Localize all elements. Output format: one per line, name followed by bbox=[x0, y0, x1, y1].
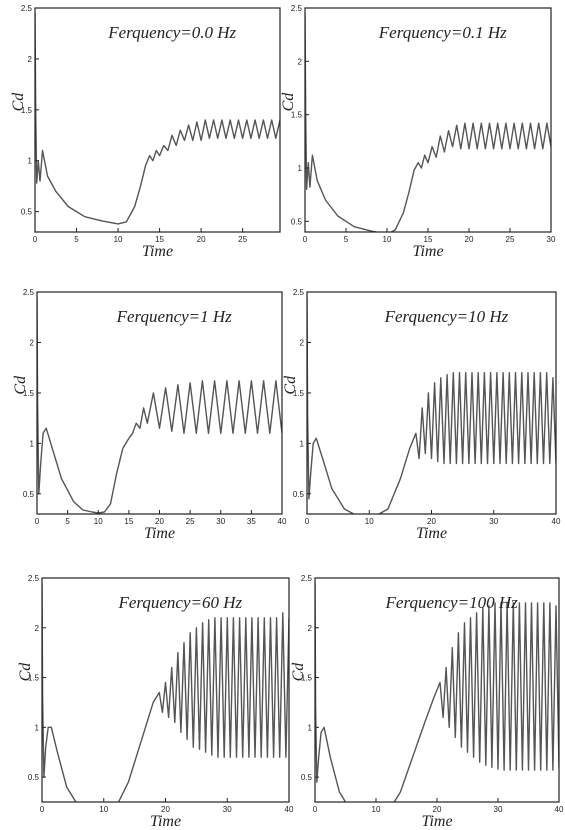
y-tick-label: 1.5 bbox=[291, 111, 303, 120]
panel-2: 0.5 1 1.5 2 2.5 0 5 10 15 20 25 30 Ferquency=0.1 Hz T… bbox=[280, 4, 556, 260]
x-tick-label: 40 bbox=[285, 805, 294, 814]
y-tick-label: 2 bbox=[308, 624, 313, 633]
x-axis-label: Time bbox=[142, 243, 173, 260]
y-tick-label: 2.5 bbox=[23, 288, 35, 297]
x-axis-label: Time bbox=[421, 813, 452, 830]
x-tick-label: 20 bbox=[197, 235, 206, 244]
y-tick-label: 2.5 bbox=[301, 574, 313, 583]
x-tick-label: 20 bbox=[161, 805, 170, 814]
y-axis-label: Cd bbox=[282, 375, 299, 395]
y-tick-label: 2 bbox=[28, 55, 33, 64]
x-tick-label: 5 bbox=[74, 235, 79, 244]
x-tick-label: 5 bbox=[65, 517, 70, 526]
x-tick-label: 30 bbox=[547, 235, 556, 244]
y-tick-label: 1 bbox=[298, 164, 303, 173]
series-line bbox=[37, 296, 282, 514]
x-tick-label: 10 bbox=[383, 235, 392, 244]
x-tick-label: 30 bbox=[489, 517, 498, 526]
panel-title: Ferquency=0.0 Hz bbox=[107, 23, 236, 42]
x-tick-label: 20 bbox=[433, 805, 442, 814]
y-axis-label: Cd bbox=[10, 92, 27, 112]
y-tick-label: 1.5 bbox=[28, 674, 40, 683]
panel-4: 0.5 1 1.5 2 2.5 0 10 20 30 40 Ferquency=10 Hz Time C… bbox=[282, 288, 561, 542]
series-line bbox=[305, 13, 551, 232]
y-axis-label: Cd bbox=[290, 662, 307, 682]
x-tick-label: 0 bbox=[33, 235, 38, 244]
x-tick-label: 10 bbox=[99, 805, 108, 814]
x-tick-label: 30 bbox=[223, 805, 232, 814]
x-tick-label: 15 bbox=[155, 235, 164, 244]
y-tick-label: 2 bbox=[30, 338, 35, 347]
x-tick-label: 0 bbox=[40, 805, 45, 814]
y-tick-label: 2 bbox=[300, 338, 305, 347]
x-tick-label: 20 bbox=[427, 517, 436, 526]
y-tick-label: 1.5 bbox=[21, 106, 33, 115]
y-tick-label: 2 bbox=[298, 57, 303, 66]
y-tick-label: 1 bbox=[300, 439, 305, 448]
x-tick-label: 25 bbox=[238, 235, 247, 244]
series-line bbox=[35, 13, 280, 225]
x-tick-label: 10 bbox=[114, 235, 123, 244]
y-tick-label: 1 bbox=[28, 157, 33, 166]
panel-title: Ferquency=10 Hz bbox=[384, 307, 509, 326]
y-axis-label: Cd bbox=[280, 92, 297, 112]
x-tick-label: 30 bbox=[494, 805, 503, 814]
y-tick-label: 0.5 bbox=[293, 490, 305, 499]
panel-title: Ferquency=100 Hz bbox=[385, 593, 519, 612]
x-axis-label: Time bbox=[416, 525, 447, 542]
x-tick-label: 25 bbox=[506, 235, 515, 244]
y-tick-label: 2.5 bbox=[291, 4, 303, 13]
panel-3: 0.5 1 1.5 2 2.5 0 5 10 15 20 25 30 35 40 Ferquency=1 H… bbox=[12, 288, 287, 542]
x-tick-label: 20 bbox=[155, 517, 164, 526]
x-tick-label: 40 bbox=[552, 517, 561, 526]
panel-title: Ferquency=0.1 Hz bbox=[378, 23, 507, 42]
y-tick-label: 2.5 bbox=[21, 4, 33, 13]
y-tick-label: 0.5 bbox=[291, 217, 303, 226]
y-tick-label: 1 bbox=[308, 723, 313, 732]
x-axis-label: Time bbox=[150, 813, 181, 830]
y-tick-label: 0.5 bbox=[301, 773, 313, 782]
y-tick-label: 2.5 bbox=[293, 288, 305, 297]
y-tick-label: 1 bbox=[30, 439, 35, 448]
series-line bbox=[307, 296, 556, 514]
x-tick-label: 10 bbox=[365, 517, 374, 526]
y-tick-label: 1.5 bbox=[301, 674, 313, 683]
x-axis-label: Time bbox=[144, 525, 175, 542]
x-tick-label: 35 bbox=[247, 517, 256, 526]
series-line bbox=[42, 582, 289, 802]
x-tick-label: 40 bbox=[278, 517, 287, 526]
x-tick-label: 10 bbox=[94, 517, 103, 526]
x-tick-label: 10 bbox=[372, 805, 381, 814]
y-tick-label: 0.5 bbox=[23, 490, 35, 499]
x-tick-label: 25 bbox=[186, 517, 195, 526]
x-tick-label: 15 bbox=[424, 235, 433, 244]
y-tick-label: 2 bbox=[35, 624, 40, 633]
x-tick-label: 20 bbox=[465, 235, 474, 244]
x-tick-label: 0 bbox=[35, 517, 40, 526]
x-tick-label: 5 bbox=[344, 235, 349, 244]
panel-6: 0.5 1 1.5 2 2.5 0 10 20 30 40 Ferquency=100 Hz Time… bbox=[290, 574, 564, 830]
x-tick-label: 40 bbox=[555, 805, 564, 814]
y-axis-label: Cd bbox=[12, 375, 29, 395]
y-tick-label: 1 bbox=[35, 723, 40, 732]
plot-frame bbox=[34, 7, 281, 233]
x-axis-label: Time bbox=[412, 243, 443, 260]
series-line bbox=[315, 582, 559, 802]
panel-5: 0.5 1 1.5 2 2.5 0 10 20 30 40 Ferquency=60 Hz Time C… bbox=[17, 574, 294, 830]
y-axis-label: Cd bbox=[17, 662, 34, 682]
panel-title: Ferquency=1 Hz bbox=[116, 307, 233, 326]
y-tick-label: 0.5 bbox=[21, 208, 33, 217]
y-tick-label: 1.5 bbox=[293, 389, 305, 398]
x-tick-label: 0 bbox=[313, 805, 318, 814]
y-tick-label: 0.5 bbox=[28, 773, 40, 782]
y-tick-label: 1.5 bbox=[23, 389, 35, 398]
x-tick-label: 30 bbox=[216, 517, 225, 526]
x-tick-label: 0 bbox=[305, 517, 310, 526]
x-tick-label: 0 bbox=[303, 235, 308, 244]
y-tick-label: 2.5 bbox=[28, 574, 40, 583]
x-tick-label: 15 bbox=[124, 517, 133, 526]
panel-title: Ferquency=60 Hz bbox=[117, 593, 242, 612]
panel-1: 0.5 1 1.5 2 2.5 0 5 10 15 20 25 Ferquency=0.0 Hz Tim… bbox=[10, 4, 281, 260]
